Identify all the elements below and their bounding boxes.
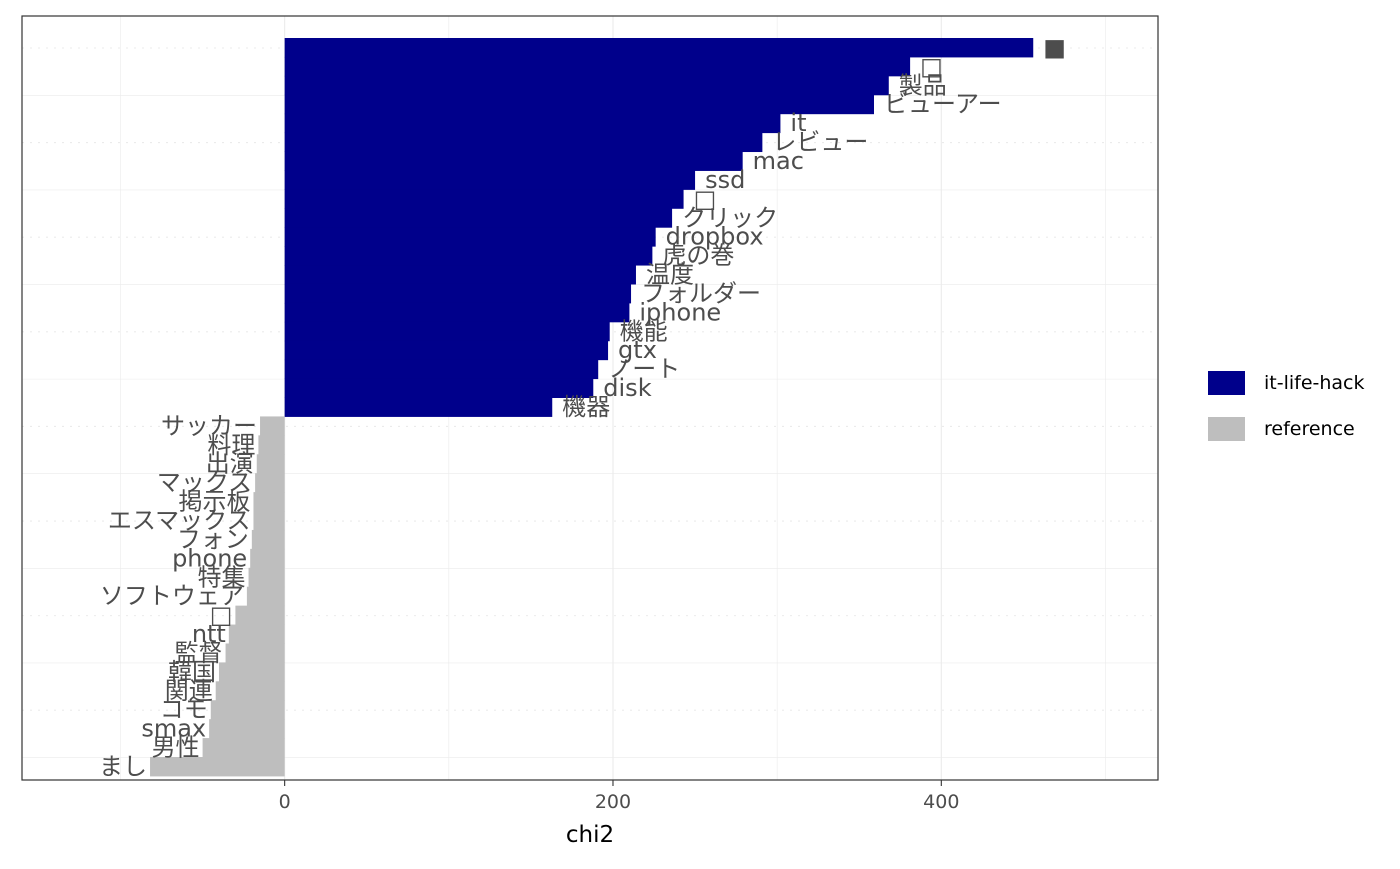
bar [235,605,285,626]
bar-label: フォン [177,525,249,553]
bar-label: 製品 [899,71,947,99]
bar-label: □ [694,185,717,213]
legend-swatch [1208,417,1245,441]
bar [284,189,684,209]
bar [284,283,632,304]
bar-label: レビュー [772,128,868,156]
bar [251,529,285,550]
bar-label: it [790,109,806,137]
bar-label: エスマックス [108,506,251,534]
bar [246,586,285,607]
bar [284,265,636,285]
bar-label: phone [172,544,247,572]
bar [284,246,653,266]
bar [255,473,285,493]
bar [250,548,285,569]
bar [284,132,763,153]
bar-label: 温度 [646,261,694,289]
bar [284,38,1034,58]
bar-label: ノート [608,355,680,383]
bar-label: フォルダー [641,279,761,307]
legend-label: it-life-hack [1264,372,1365,394]
bar [284,378,594,398]
bar [260,416,285,436]
bar-label: 男性 [152,734,200,762]
bar-label: 韓国 [168,658,216,686]
bar-label: サッカー [161,412,257,440]
bar-label: 出演 [206,450,254,478]
bar [284,151,743,171]
bar [218,662,285,682]
bar-label: まし [99,752,147,780]
x-tick-label: 400 [923,791,959,813]
bar-label: □ [210,601,233,629]
bar [284,302,630,323]
bar [284,359,599,380]
bar-label: 監督 [175,639,223,667]
bar-label: disk [603,374,651,402]
bar [258,435,285,455]
bar [215,681,285,701]
bar-label: iphone [639,298,721,326]
label-layer: ■□製品ビューアーitレビューmacssd□クリックdropbox虎の巻温度フォ… [99,33,1066,780]
bar [284,208,673,228]
x-axis-title: chi2 [566,822,614,848]
bar [150,757,285,777]
bar-label: 特集 [198,563,246,591]
bar-label: ソフトウェア [100,582,244,610]
bar [253,511,285,531]
legend: it-life-hack reference [1208,371,1365,441]
bar-label: 関連 [165,677,213,705]
bar-label: ssd [705,166,745,194]
bar-label: 掲示板 [178,488,250,516]
bar [284,321,610,342]
axis-layer: chi2 0 200 400 [21,15,1159,848]
bar-label: 機能 [620,317,668,345]
bar-label: ■ [1043,33,1066,61]
bar [210,700,285,720]
x-tick-label: 0 [279,791,291,813]
bar [225,643,285,663]
bar [284,75,889,96]
bar [256,454,285,474]
bar-label: 料理 [207,431,255,459]
bar-label: ビューアー [884,90,1002,118]
legend-label: reference [1264,418,1355,440]
bar-label: gtx [618,336,657,364]
bar [248,567,285,588]
bar-label: ntt [192,620,226,648]
bar-label: dropbox [666,223,764,251]
x-tick-label: 200 [595,791,631,813]
bar [284,56,911,77]
bar [284,397,553,417]
bar-label: smax [141,715,206,743]
bar-label: マックス [157,469,252,497]
bar-layer [150,38,1034,777]
bar [284,94,875,115]
bar [284,113,781,134]
bar [209,719,285,739]
bar [253,492,285,512]
bar [284,340,609,361]
bar [228,624,285,644]
bar-label: コモ [160,696,208,724]
bar-label: 機器 [562,393,610,421]
panel-border [21,15,1159,781]
bar [284,170,696,190]
bar-label: 虎の巻 [662,242,734,270]
bar-label: クリック [682,204,778,232]
bar [202,738,285,758]
bar [284,227,656,247]
bar-label: □ [920,52,943,80]
legend-swatch [1208,371,1245,395]
bar-label: mac [753,147,804,175]
